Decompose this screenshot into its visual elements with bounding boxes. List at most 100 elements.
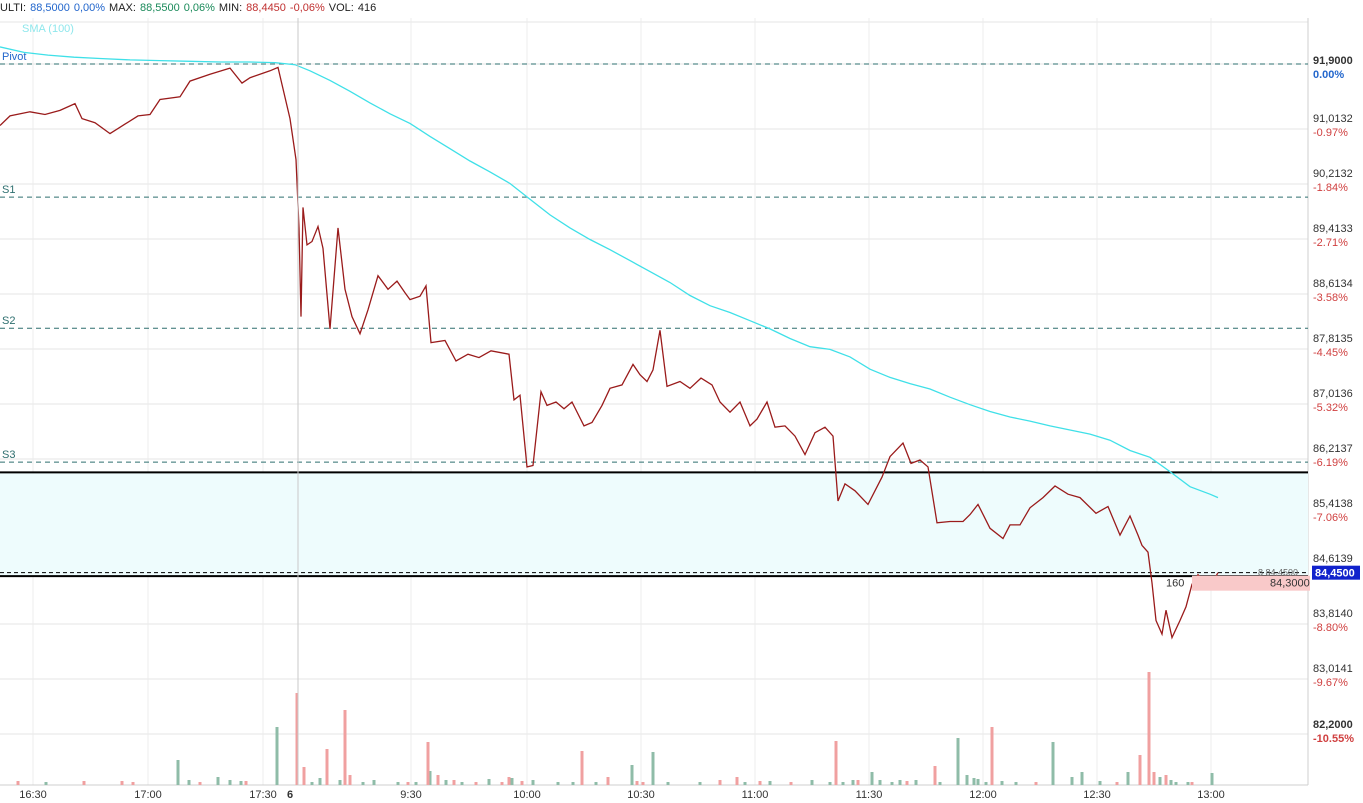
percent-tick-label: -9.67%	[1313, 677, 1348, 689]
level-label-pivot: Pivot	[2, 51, 26, 63]
volume-bar-up	[965, 775, 969, 785]
price-tick-label: 87,0136	[1313, 388, 1353, 400]
time-tick-label: 10:30	[627, 789, 655, 801]
ulti-label: ULTI:	[0, 2, 27, 14]
volume-bar-up	[1174, 782, 1178, 785]
bid-tag	[1192, 575, 1310, 591]
volume-bar-up	[651, 752, 655, 785]
percent-tick-label: 0.00%	[1313, 69, 1344, 81]
volume-bar-up	[275, 727, 279, 785]
percent-tick-label: -5.32%	[1313, 402, 1348, 414]
volume-bar-up	[890, 782, 894, 785]
price-tick-label: 89,4133	[1313, 223, 1353, 235]
time-tick-label: 11:00	[742, 789, 769, 801]
range-zone	[0, 472, 1308, 577]
volume-bar-up	[239, 781, 243, 785]
volume-bar-down	[580, 751, 584, 785]
max-label: MAX:	[109, 2, 136, 14]
bid-tag-label: 84,3000	[1270, 578, 1310, 590]
volume-bar-up	[338, 780, 342, 785]
current-price-tag-label: 84,4500	[1315, 568, 1355, 580]
volume-bar-down	[1152, 772, 1156, 785]
volume-bar-down	[16, 781, 20, 785]
volume-bar-down	[1164, 775, 1168, 785]
volume-bar-up	[698, 782, 702, 785]
percent-tick-label: -2.71%	[1313, 237, 1348, 249]
ask-small-label: 8 84,4500	[1258, 568, 1298, 578]
price-tick-label: 88,6134	[1313, 278, 1353, 290]
volume-bar-up	[898, 780, 902, 785]
price-line	[0, 66, 1219, 640]
volume-bar-up	[372, 780, 376, 785]
volume-bar-up	[870, 772, 874, 785]
volume-bars	[16, 672, 1214, 785]
volume-bar-up	[828, 782, 832, 785]
price-tick-label: 82,2000	[1313, 719, 1353, 731]
volume-bar-down	[348, 775, 352, 785]
min-label: MIN:	[218, 2, 243, 14]
time-tick-label: 17:00	[134, 789, 162, 801]
price-axis: 91,9000 0.00% 91,0132 -0.97% 90,2132 -1.84% 89…	[1313, 55, 1354, 745]
volume-bar-down	[302, 767, 306, 785]
time-tick-label: 16:30	[19, 789, 47, 801]
volume-bar-down	[641, 782, 645, 785]
volume-bar-up	[510, 778, 514, 785]
volume-bar-up	[396, 782, 400, 785]
volume-bar-down	[834, 741, 838, 785]
volume-bar-up	[768, 781, 772, 785]
time-tick-label: 17:30	[249, 789, 277, 801]
current-price-tag	[1312, 565, 1360, 580]
volume-bar-up	[630, 765, 634, 785]
min-value: 88,4450	[246, 2, 286, 14]
percent-tick-label: -6.19%	[1313, 457, 1348, 469]
volume-bar-up	[851, 780, 855, 785]
volume-bar-down	[198, 782, 202, 785]
volume-bar-up	[976, 779, 980, 785]
volume-bar-down	[606, 777, 610, 785]
volume-bar-up	[487, 779, 491, 785]
volume-bar-up	[1126, 772, 1130, 785]
volume-bar-up	[1014, 782, 1018, 785]
volume-bar-up	[414, 782, 418, 785]
volume-bar-up	[1080, 772, 1084, 785]
volume-bar-down	[500, 782, 504, 785]
volume-bar-up	[556, 782, 560, 785]
time-tick-label: 12:00	[969, 789, 997, 801]
price-tick-label: 91,0132	[1313, 113, 1353, 125]
price-tick-label: 90,2132	[1313, 168, 1353, 180]
volume-bar-up	[318, 778, 322, 785]
volume-bar-down	[131, 782, 135, 785]
volume-bar-down	[635, 781, 639, 785]
volume-bar-up	[460, 782, 464, 785]
volume-bar-up	[938, 782, 942, 785]
price-tick-label: 86,2137	[1313, 443, 1353, 455]
level-label-s1: S1	[2, 184, 15, 196]
volume-bar-down	[436, 775, 440, 785]
volume-bar-up	[216, 777, 220, 785]
quote-header: ULTI: 88,5000 0,00% MAX: 88,5500 0,06% MIN: 88,…	[0, 0, 380, 16]
volume-bar-up	[571, 782, 575, 785]
volume-bar-up	[984, 782, 988, 785]
volume-bar-down	[1115, 782, 1119, 785]
time-axis: 16:30 17:00 17:30 6 9:30 10:00 10:30 11:00 11:30…	[19, 789, 1225, 801]
price-tick-label: 83,0141	[1313, 663, 1353, 675]
max-pct: 0,06%	[183, 2, 215, 14]
volume-bar-down	[789, 782, 793, 785]
price-tick-label: 87,8135	[1313, 333, 1353, 345]
volume-bar-down	[905, 781, 909, 785]
price-tick-label: 84,6139	[1313, 553, 1353, 565]
volume-bar-down	[244, 781, 248, 785]
volume-bar-up	[531, 780, 535, 785]
volume-bar-down	[1190, 782, 1194, 785]
time-tick-label: 13:00	[1197, 789, 1225, 801]
volume-bar-down	[933, 766, 937, 785]
volume-bar-down	[990, 727, 994, 785]
time-tick-label: 12:30	[1083, 789, 1111, 801]
ulti-value: 88,5000	[30, 2, 70, 14]
time-tick-label: 6	[287, 789, 293, 801]
volume-bar-down	[343, 710, 347, 785]
volume-bar-up	[428, 771, 432, 785]
volume-bar-up	[972, 778, 976, 785]
volume-bar-down	[325, 749, 329, 785]
